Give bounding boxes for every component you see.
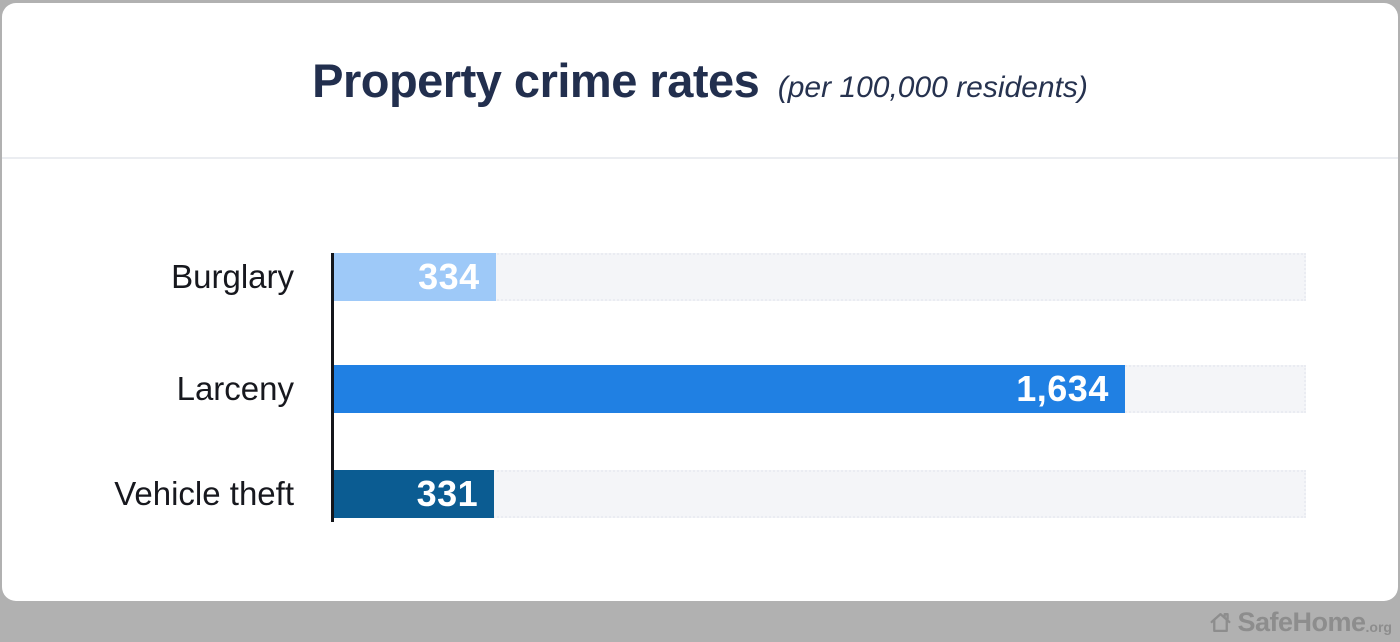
safehome-watermark: SafeHome .org — [1208, 607, 1392, 638]
chart-header: Property crime rates (per 100,000 reside… — [2, 3, 1398, 159]
title-line: Property crime rates (per 100,000 reside… — [312, 53, 1088, 108]
safehome-brand-text: SafeHome — [1237, 607, 1367, 637]
bar-track: 334 — [334, 253, 1306, 301]
bar-value-label: 334 — [418, 256, 480, 297]
chart-card: Property crime rates (per 100,000 reside… — [2, 3, 1398, 601]
bar-larceny: 1,634 — [334, 365, 1125, 413]
bar-row-larceny: Larceny 1,634 — [2, 365, 1398, 413]
attribution-strip: SafeHome .org — [0, 601, 1400, 642]
category-label: Burglary — [171, 258, 294, 295]
bar-row-burglary: Burglary 334 — [2, 253, 1398, 301]
chart-subtitle: (per 100,000 residents) — [777, 70, 1088, 104]
bar-track: 1,634 — [334, 365, 1306, 413]
chart-area: Burglary 334 Larceny 1,634 Vehicle theft… — [2, 157, 1398, 601]
bar-value-label: 1,634 — [1016, 368, 1109, 409]
bar-vehicle-theft: 331 — [334, 470, 495, 518]
bar-burglary: 334 — [334, 253, 496, 301]
bar-track: 331 — [334, 470, 1306, 518]
category-label: Vehicle theft — [114, 475, 294, 512]
category-label: Larceny — [176, 370, 294, 407]
bar-value-label: 331 — [416, 473, 479, 514]
bar-row-vehicle-theft: Vehicle theft 331 — [2, 470, 1398, 518]
chart-title: Property crime rates — [312, 53, 760, 107]
y-axis-line — [331, 253, 334, 522]
home-icon — [1210, 613, 1230, 632]
safehome-brand-suffix: .org — [1365, 619, 1392, 635]
